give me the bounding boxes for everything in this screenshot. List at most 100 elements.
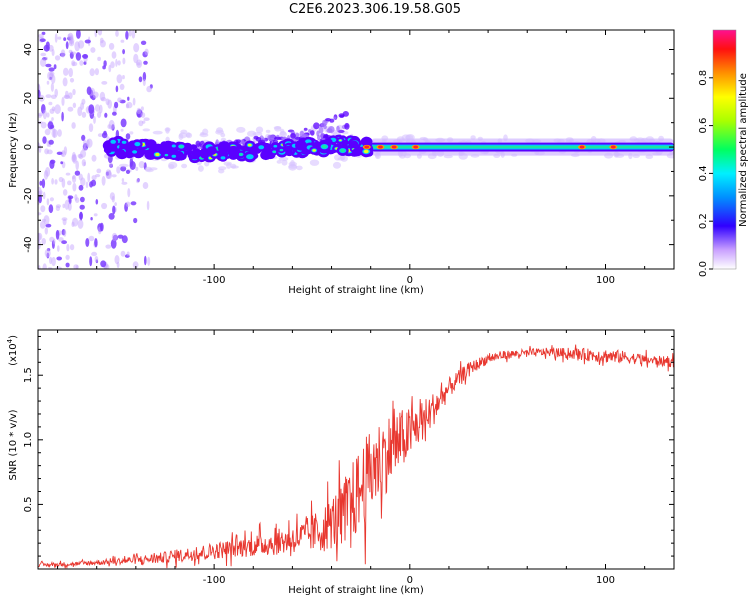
noise-speck xyxy=(72,61,78,67)
noise-speck xyxy=(88,104,95,114)
noise-speck xyxy=(117,60,121,66)
noise-speck xyxy=(45,223,52,228)
ridge-halo xyxy=(278,156,289,162)
noise-speck xyxy=(100,260,107,268)
noise-speck xyxy=(65,41,69,50)
noise-speck xyxy=(54,88,58,97)
noise-speck xyxy=(91,175,97,181)
noise-speck xyxy=(77,153,83,159)
ridge-halo xyxy=(296,165,303,171)
noise-speck xyxy=(110,61,115,69)
noise-speck xyxy=(55,266,62,269)
noise-speck xyxy=(88,123,94,132)
noise-speck xyxy=(100,97,107,102)
noise-speck xyxy=(63,229,67,237)
colorbar-frame xyxy=(712,29,737,270)
spectrogram-y-tick-label: -20 xyxy=(23,188,34,204)
noise-speck xyxy=(72,175,75,180)
snr-y-multiplier: (x104) xyxy=(6,335,19,366)
ridge-halo xyxy=(200,132,205,136)
spectrogram-panel: -100 0 100 -40 -20 0 20 40 Height of straight l… xyxy=(8,29,675,296)
noise-speck xyxy=(79,204,85,210)
snr-content xyxy=(38,344,674,569)
noise-speck xyxy=(120,39,125,43)
noise-speck xyxy=(52,238,56,245)
noise-speck xyxy=(93,213,98,217)
noise-speck xyxy=(108,213,115,220)
noise-speck xyxy=(67,32,74,42)
noise-speck xyxy=(103,60,107,67)
upper-branch-speck xyxy=(344,122,350,130)
ridge-halo xyxy=(281,159,288,166)
noise-speck xyxy=(143,117,150,121)
ridge-blob-core xyxy=(340,149,346,153)
noise-speck xyxy=(101,81,108,85)
noise-speck xyxy=(56,151,63,155)
noise-speck xyxy=(142,182,149,189)
spectrogram-x-tick-label: 0 xyxy=(407,275,413,286)
noise-speck xyxy=(72,182,77,192)
noise-speck xyxy=(115,30,119,37)
noise-speck xyxy=(138,161,145,169)
chart-title: C2E6.2023.306.19.58.G05 xyxy=(288,2,462,17)
noise-speck xyxy=(50,82,55,92)
noise-speck xyxy=(77,219,84,229)
noise-speck xyxy=(125,103,130,109)
noise-speck xyxy=(116,74,123,84)
noise-speck xyxy=(144,255,147,266)
noise-speck xyxy=(54,104,61,115)
noise-speck xyxy=(133,43,140,53)
flat-band-core xyxy=(370,145,674,149)
noise-speck xyxy=(73,264,79,269)
noise-speck xyxy=(111,232,118,242)
upper-branch-speck xyxy=(325,118,332,122)
noise-speck xyxy=(92,91,99,99)
ridge-blob xyxy=(285,147,293,155)
noise-speck xyxy=(81,111,87,118)
ridge-halo xyxy=(273,126,282,130)
noise-speck xyxy=(101,202,108,210)
noise-speck xyxy=(63,67,69,76)
noise-speck xyxy=(115,85,119,93)
noise-speck xyxy=(135,166,139,171)
noise-speck xyxy=(114,101,119,109)
ridge-halo xyxy=(309,159,320,166)
spectrogram-y-tick-label: 0 xyxy=(23,144,34,150)
noise-speck xyxy=(91,251,98,257)
noise-speck xyxy=(127,188,131,198)
snr-frame xyxy=(37,329,675,570)
noise-speck xyxy=(61,178,66,188)
noise-speck xyxy=(119,83,125,90)
noise-speck xyxy=(128,30,132,37)
upper-branch-speck xyxy=(235,139,241,144)
noise-speck xyxy=(99,104,103,114)
upper-branch-speck xyxy=(272,139,279,143)
ridge-blob-core xyxy=(312,149,317,152)
noise-speck xyxy=(43,170,49,180)
upper-branch-speck xyxy=(317,134,321,141)
noise-speck xyxy=(42,136,47,144)
noise-speck xyxy=(57,129,62,137)
noise-speck xyxy=(69,78,75,83)
noise-speck xyxy=(58,237,64,242)
noise-speck xyxy=(63,37,67,41)
noise-speck xyxy=(97,30,103,36)
noise-speck xyxy=(71,221,75,227)
noise-speck xyxy=(90,179,97,187)
snr-panel: -100 0 100 0.5 1.0 1.5 Height of straight lin… xyxy=(6,329,675,596)
noise-speck xyxy=(115,58,118,67)
spectrogram-x-tick-label: 100 xyxy=(596,275,615,286)
noise-speck xyxy=(39,180,43,186)
noise-speck xyxy=(60,49,66,58)
ridge-halo xyxy=(204,160,210,167)
upper-branch-speck xyxy=(320,122,327,127)
noise-speck xyxy=(40,58,47,67)
noise-speck xyxy=(121,181,128,185)
colorbar-tick-label: 0.6 xyxy=(698,118,709,134)
noise-speck xyxy=(46,80,50,85)
noise-speck xyxy=(64,199,70,210)
noise-speck xyxy=(80,177,86,187)
noise-speck xyxy=(75,52,82,61)
noise-speck xyxy=(108,119,115,130)
noise-speck xyxy=(45,56,48,61)
